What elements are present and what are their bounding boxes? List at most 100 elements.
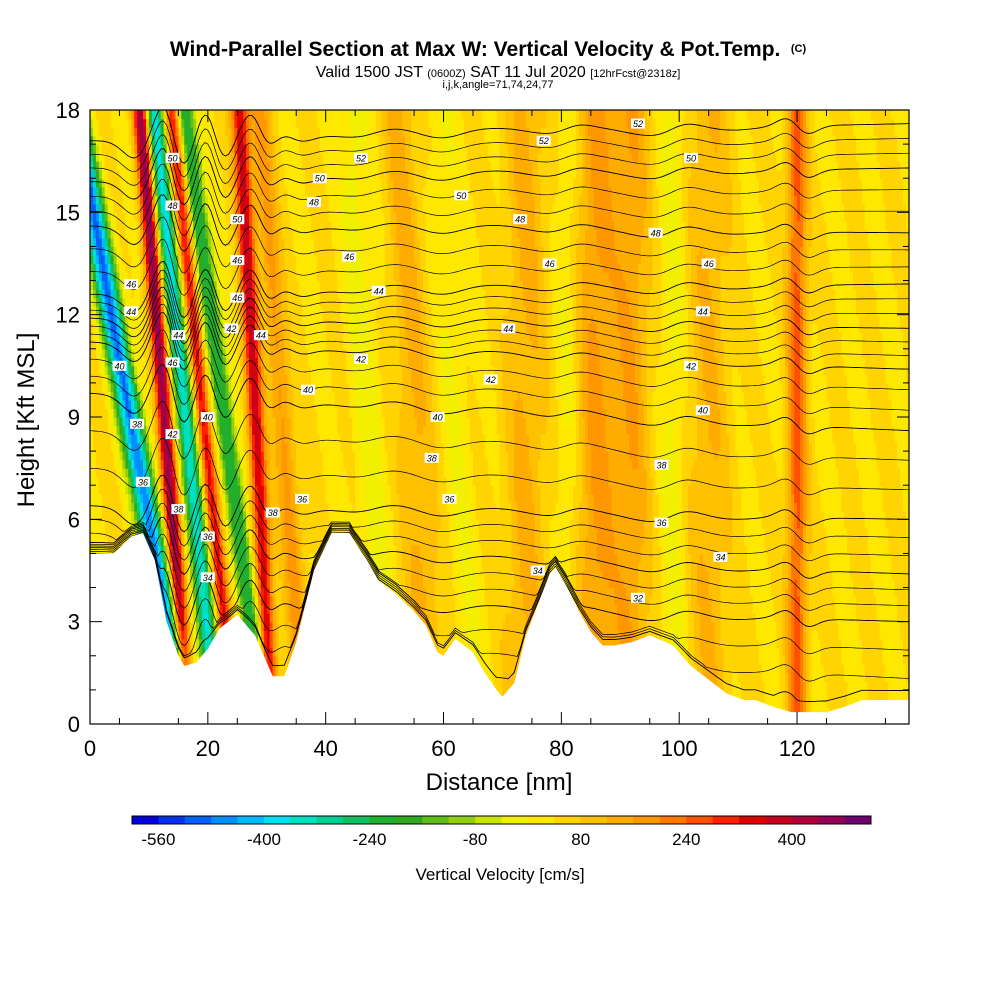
velocity-cell: [107, 297, 112, 307]
velocity-cell: [169, 391, 174, 401]
velocity-cell: [181, 280, 185, 290]
velocity-cell: [92, 331, 97, 341]
velocity-cell: [125, 391, 129, 401]
velocity-cell: [110, 152, 115, 162]
velocity-cell: [181, 323, 185, 333]
velocity-cell: [199, 212, 203, 222]
velocity-cell: [143, 502, 147, 512]
velocity-cell: [92, 237, 97, 248]
velocity-cell: [163, 536, 168, 546]
velocity-cell: [169, 442, 174, 452]
velocity-cell: [128, 374, 132, 384]
velocity-cell: [201, 161, 206, 171]
velocity-cell: [166, 263, 171, 273]
velocity-cell: [196, 417, 200, 427]
velocity-cell: [125, 135, 129, 145]
velocity-cell: [178, 212, 182, 222]
velocity-cell: [201, 229, 206, 239]
velocity-cell: [128, 272, 132, 282]
velocity-cell: [154, 417, 159, 427]
velocity-cell: [199, 220, 203, 230]
velocity-cell: [104, 135, 109, 145]
velocity-cell: [178, 604, 182, 614]
velocity-cell: [137, 408, 141, 418]
velocity-cell: [110, 544, 115, 555]
velocity-cell: [163, 237, 168, 248]
velocity-cell: [92, 289, 97, 299]
velocity-cell: [172, 127, 177, 137]
velocity-cell: [201, 118, 206, 128]
velocity-cell: [98, 263, 103, 273]
velocity-cell: [92, 110, 97, 120]
velocity-cell: [122, 485, 126, 495]
velocity-cell: [160, 169, 165, 179]
velocity-cell: [160, 417, 165, 427]
velocity-cell: [187, 561, 191, 572]
velocity-cell: [113, 442, 118, 452]
velocity-cell: [101, 391, 106, 401]
velocity-cell: [154, 527, 159, 537]
velocity-cell: [145, 527, 150, 537]
velocity-cell: [90, 289, 94, 299]
velocity-cell: [190, 135, 194, 145]
velocity-cell: [143, 203, 147, 213]
velocity-cell: [101, 323, 106, 333]
velocity-cell: [98, 374, 103, 384]
velocity-cell: [104, 382, 109, 393]
velocity-cell: [187, 178, 191, 188]
velocity-cell: [178, 621, 182, 631]
velocity-cell: [128, 476, 132, 486]
velocity-cell: [181, 127, 185, 137]
velocity-cell: [157, 110, 162, 120]
velocity-cell: [169, 493, 174, 503]
velocity-cell: [181, 161, 185, 171]
velocity-cell: [190, 442, 194, 452]
velocity-cell: [104, 365, 109, 375]
velocity-cell: [184, 144, 188, 154]
velocity-cell: [116, 340, 121, 350]
velocity-cell: [119, 493, 124, 503]
velocity-cell: [193, 365, 197, 375]
velocity-cell: [95, 391, 100, 401]
velocity-cell: [199, 425, 203, 435]
velocity-cell: [151, 365, 156, 375]
velocity-cell: [181, 613, 185, 623]
velocity-cell: [140, 110, 144, 120]
velocity-cell: [154, 544, 159, 555]
velocity-cell: [122, 459, 126, 469]
velocity-cell: [154, 348, 159, 358]
velocity-cell: [107, 289, 112, 299]
velocity-cell: [113, 186, 118, 196]
velocity-cell: [154, 434, 159, 444]
velocity-cell: [190, 451, 194, 461]
velocity-cell: [98, 382, 103, 393]
velocity-cell: [178, 203, 182, 213]
velocity-cell: [166, 468, 171, 478]
velocity-cell: [125, 382, 129, 393]
velocity-cell: [92, 510, 97, 520]
velocity-cell: [184, 161, 188, 171]
velocity-cell: [196, 604, 200, 614]
velocity-cell: [90, 382, 94, 393]
velocity-cell: [116, 118, 121, 128]
velocity-cell: [104, 340, 109, 350]
velocity-cell: [98, 178, 103, 188]
velocity-cell: [169, 161, 174, 171]
velocity-cell: [184, 613, 188, 623]
velocity-cell: [184, 323, 188, 333]
velocity-cell: [104, 442, 109, 452]
velocity-cell: [131, 510, 135, 520]
velocity-cell: [148, 272, 153, 282]
velocity-cell: [107, 323, 112, 333]
velocity-cell: [151, 468, 156, 478]
velocity-cell: [172, 476, 177, 486]
velocity-cell: [92, 348, 97, 358]
velocity-cell: [175, 306, 179, 316]
velocity-cell: [137, 289, 141, 299]
velocity-cell: [201, 485, 206, 495]
velocity-cell: [151, 229, 156, 239]
velocity-cell: [122, 280, 126, 290]
velocity-cell: [160, 348, 165, 358]
velocity-cell: [134, 246, 138, 256]
velocity-cell: [199, 647, 203, 657]
